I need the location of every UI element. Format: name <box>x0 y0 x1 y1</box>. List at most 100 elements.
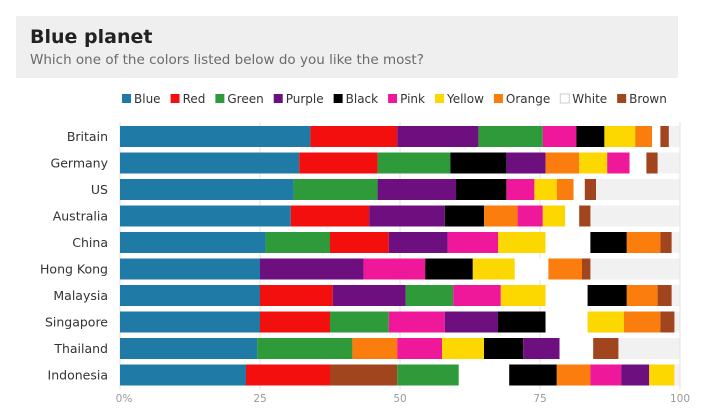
legend-label-black: Black <box>346 92 379 106</box>
bar-us-yellow <box>534 179 557 200</box>
x-tick-label: 100 <box>670 393 690 405</box>
bar-thailand-yellow <box>442 338 484 359</box>
bar-germany-blue <box>120 152 300 174</box>
row-label-indonesia: Indonesia <box>48 368 108 383</box>
bar-us-purple <box>377 179 456 200</box>
legend-item-pink: Pink <box>388 92 425 106</box>
row-label-britain: Britain <box>67 129 108 144</box>
bar-us-blue <box>120 179 294 200</box>
bar-singapore-yellow <box>587 311 624 333</box>
bar-malaysia-yellow <box>500 285 546 306</box>
row-label-china: China <box>72 235 108 250</box>
legend-item-red: Red <box>170 92 205 106</box>
bar-china-red <box>330 232 389 253</box>
bar-thailand-brown <box>593 338 619 359</box>
legend: Blue Red Green Purple Black Pink Yellow Orange W… <box>122 92 667 106</box>
legend-label-orange: Orange <box>506 92 550 106</box>
legend-swatch-pink <box>388 94 398 103</box>
bar-china-black <box>590 232 627 253</box>
bar-australia-yellow <box>542 205 566 227</box>
legend-swatch-orange <box>493 94 503 103</box>
row-label-thailand: Thailand <box>53 341 108 356</box>
bar-hong-kong-pink <box>363 258 426 280</box>
legend-item-yellow: Yellow <box>434 92 484 106</box>
bar-britain-purple <box>397 126 479 147</box>
bar-china-purple <box>388 232 448 253</box>
bar-australia-black <box>444 205 484 227</box>
bar-britain-green <box>478 126 543 147</box>
legend-label-brown: Brown <box>629 92 667 106</box>
bar-australia-orange <box>484 205 518 227</box>
legend-swatch-purple <box>273 94 283 103</box>
bar-china-blue <box>120 232 266 253</box>
x-tick-label: 0% <box>116 393 133 405</box>
chart-title: Blue planet <box>30 26 153 48</box>
legend-swatch-brown <box>617 94 627 103</box>
x-tick-label: 75 <box>533 393 546 405</box>
bar-britain-blue <box>120 126 311 147</box>
bar-britain-pink <box>542 126 577 147</box>
bar-thailand-blue <box>120 338 258 359</box>
bar-singapore-red <box>260 311 330 333</box>
legend-swatch-green <box>215 94 225 103</box>
x-tick-label: 25 <box>253 393 266 405</box>
bar-china-pink <box>447 232 498 253</box>
bar-malaysia-white <box>545 285 588 306</box>
bar-thailand-pink <box>397 338 442 359</box>
bar-germany-red <box>299 152 378 174</box>
bar-thailand-green <box>257 338 353 359</box>
x-tick-label: 50 <box>393 393 406 405</box>
chart-header: Blue planet Which one of the colors list… <box>16 16 678 78</box>
bar-indonesia-red <box>246 364 330 386</box>
legend-item-orange: Orange <box>493 92 550 106</box>
row-label-malaysia: Malaysia <box>53 288 108 303</box>
bar-malaysia-orange <box>626 285 658 306</box>
bar-malaysia-red <box>260 285 333 306</box>
bar-us-green <box>293 179 378 200</box>
bar-china-orange <box>626 232 661 253</box>
bar-britain-yellow <box>604 126 636 147</box>
bar-malaysia-black <box>587 285 627 306</box>
row-label-us: US <box>91 182 108 197</box>
bar-australia-brown <box>579 205 591 227</box>
legend-item-purple: Purple <box>273 92 324 106</box>
legend-item-blue: Blue <box>122 92 161 106</box>
legend-swatch-blue <box>122 94 131 103</box>
legend-label-purple: Purple <box>286 92 324 106</box>
bar-hong-kong-orange <box>548 258 582 280</box>
legend-swatch-yellow <box>434 94 444 103</box>
bar-britain-red <box>310 126 398 147</box>
bar-indonesia-green <box>397 364 459 386</box>
bar-singapore-blue <box>120 311 260 333</box>
bar-us-pink <box>506 179 535 200</box>
row-labels: Britain Germany US Australia China Hong Kong M… <box>40 129 109 383</box>
bar-australia-blue <box>120 205 291 227</box>
row-label-hong-kong: Hong Kong <box>40 262 108 277</box>
bar-germany-white <box>629 152 647 174</box>
bar-hong-kong-black <box>425 258 473 280</box>
bar-indonesia-black <box>509 364 557 386</box>
bar-hong-kong-purple <box>260 258 364 280</box>
bar-australia-red <box>290 205 370 227</box>
bar-germany-black <box>450 152 507 174</box>
bar-singapore-purple <box>444 311 498 333</box>
bar-hong-kong-blue <box>120 258 260 280</box>
bar-britain-black <box>576 126 605 147</box>
bar-us-orange <box>556 179 574 200</box>
legend-item-white: White <box>559 92 607 106</box>
bar-indonesia-yellow <box>649 364 675 386</box>
bar-germany-brown <box>646 152 658 174</box>
bar-germany-purple <box>506 152 546 174</box>
bar-indonesia-orange <box>556 364 591 386</box>
bar-germany-orange <box>545 152 580 174</box>
bar-indonesia-blue <box>120 364 246 386</box>
bar-us-white <box>573 179 585 200</box>
legend-label-blue: Blue <box>134 92 161 106</box>
bars-layer <box>120 126 675 386</box>
bar-malaysia-blue <box>120 285 260 306</box>
bar-singapore-black <box>498 311 546 333</box>
bar-malaysia-pink <box>453 285 501 306</box>
bar-china-brown <box>660 232 672 253</box>
bar-singapore-pink <box>388 311 445 333</box>
bar-singapore-orange <box>624 311 661 333</box>
